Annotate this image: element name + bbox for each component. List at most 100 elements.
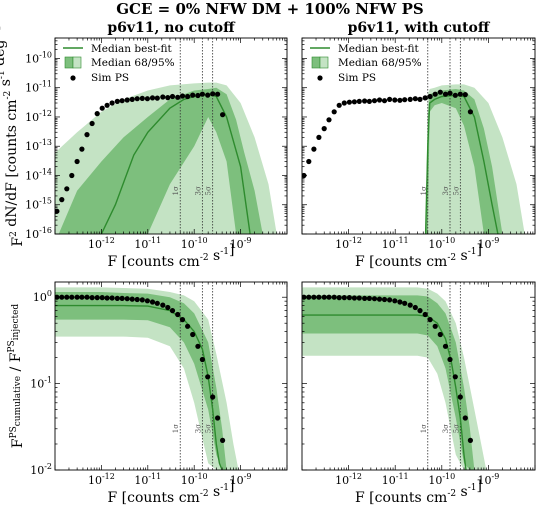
sim-ps-point [160, 302, 166, 308]
sim-ps-point [205, 92, 211, 98]
axes-frame [301, 281, 536, 471]
x-tick-label: 10-9 [230, 236, 252, 251]
sim-ps-point [346, 99, 352, 105]
sim-ps-point [311, 294, 317, 300]
sim-ps-point [452, 92, 458, 98]
sigma-label-3: 5σ [205, 186, 213, 195]
plot-area [302, 38, 525, 234]
sim-ps-point [371, 98, 378, 104]
sim-ps-point [351, 99, 357, 105]
sim-ps-point [422, 311, 428, 318]
sim-ps-point [89, 295, 95, 301]
sim-ps-point [412, 96, 418, 102]
sigma-label-1: 1σ [172, 186, 180, 195]
sim-ps-point [381, 296, 388, 303]
legend-label: Median best-fit [338, 43, 419, 55]
sigma-label-3: 5σ [452, 186, 460, 195]
sim-ps-point [119, 98, 125, 104]
median-line [302, 314, 467, 470]
sim-ps-point [321, 294, 327, 300]
sigma-label-2: 3σ [442, 186, 450, 195]
sim-ps-point [119, 295, 125, 301]
sim-ps-point [89, 120, 95, 127]
sim-ps-point [210, 394, 216, 400]
sim-ps-point [109, 295, 115, 301]
sim-ps-point [306, 294, 312, 300]
y-tick-label: 10-12 [25, 109, 52, 124]
plot-area [55, 282, 239, 470]
y-axis-label: F2 dN/dF [counts cm-2 s-1 deg-2] [0, 25, 26, 246]
sigma-label-1: 1σ [172, 424, 180, 433]
sim-ps-point [99, 105, 105, 111]
legend-band95-swatch [72, 56, 82, 69]
band-68 [425, 89, 511, 234]
x-tick-label: 10-10 [181, 236, 208, 251]
sim-ps-point [362, 98, 368, 104]
sim-ps-point [220, 112, 226, 118]
legend-band95-swatch [319, 56, 329, 69]
legend-label: Median best-fit [91, 43, 172, 55]
sim-ps-point [306, 158, 312, 165]
sim-ps-point [129, 96, 135, 102]
x-axis-label: F [counts cm-2 s-1] [355, 478, 482, 506]
x-tick-label: 10-10 [181, 472, 208, 487]
sim-ps-point [74, 158, 80, 165]
sim-ps-point [79, 294, 85, 300]
x-tick-label: 10-9 [478, 236, 500, 251]
sim-ps-point [371, 296, 378, 302]
sim-ps-point [341, 100, 347, 106]
sim-ps-point [134, 296, 140, 303]
sim-ps-point [442, 91, 449, 97]
sim-ps-point [144, 96, 150, 102]
sim-ps-point [185, 93, 191, 100]
sim-ps-point [124, 296, 130, 302]
panel-bottom-right: 1σ 3σ 5σ 10-12 10-11 10-10 10-9F [counts cm-2 … [301, 281, 536, 506]
sim-ps-point [165, 95, 171, 101]
sim-ps-point [190, 331, 196, 338]
panel-top-right: 1σ 3σ 5σ 10-12 10-11 10-10 10-9 p6v11, with cut… [301, 20, 536, 270]
sim-ps-point [336, 102, 342, 108]
sim-ps-point [392, 97, 398, 103]
sim-ps-point [336, 295, 342, 301]
legend-label: Sim PS [91, 72, 129, 84]
axes-frame [54, 37, 288, 235]
panel-title: p6v11, no cutoff [107, 20, 236, 36]
sim-ps-point [402, 97, 408, 103]
y-tick-label: 10-13 [25, 138, 52, 153]
sigma-label-2: 3σ [194, 424, 202, 433]
sigma-label-2: 3σ [194, 186, 202, 195]
sim-ps-point [64, 294, 70, 300]
legend-band68-swatch [311, 56, 321, 69]
sim-ps-point [402, 300, 408, 306]
band-68 [58, 87, 263, 234]
sim-ps-point [437, 89, 443, 95]
sim-ps-point [457, 394, 463, 400]
sim-ps-point [104, 295, 110, 301]
sim-ps-point [169, 308, 176, 314]
sim-ps-point [69, 172, 75, 179]
sim-ps-point [362, 295, 368, 301]
sim-ps-point [442, 343, 449, 349]
sim-ps-point [417, 96, 423, 102]
sim-ps-point [457, 91, 463, 97]
sim-ps-point [432, 323, 438, 329]
x-axis-label: F [counts cm-2 s-1] [108, 242, 235, 270]
sim-ps-point [427, 93, 433, 100]
sim-ps-point [160, 94, 166, 100]
sim-ps-point [331, 294, 337, 300]
x-axis-label: F [counts cm-2 s-1] [108, 478, 235, 506]
sim-ps-point [154, 300, 160, 306]
y-tick-label: 10-15 [25, 197, 52, 212]
figure-title: GCE = 0% NFW DM + 100% NFW PS [116, 0, 424, 18]
median-line [55, 304, 223, 470]
sim-ps-point [452, 374, 458, 380]
sim-ps-point [129, 296, 135, 302]
x-tick-label: 10-11 [382, 472, 409, 487]
sim-ps-point [139, 95, 145, 101]
x-tick-label: 10-10 [428, 472, 455, 487]
sim-ps-point [422, 95, 428, 101]
sigma-label-1: 1σ [420, 424, 428, 433]
sim-ps-point [104, 102, 110, 108]
x-tick-label: 10-11 [382, 236, 409, 251]
legend-label: Median 68/95% [91, 57, 175, 69]
